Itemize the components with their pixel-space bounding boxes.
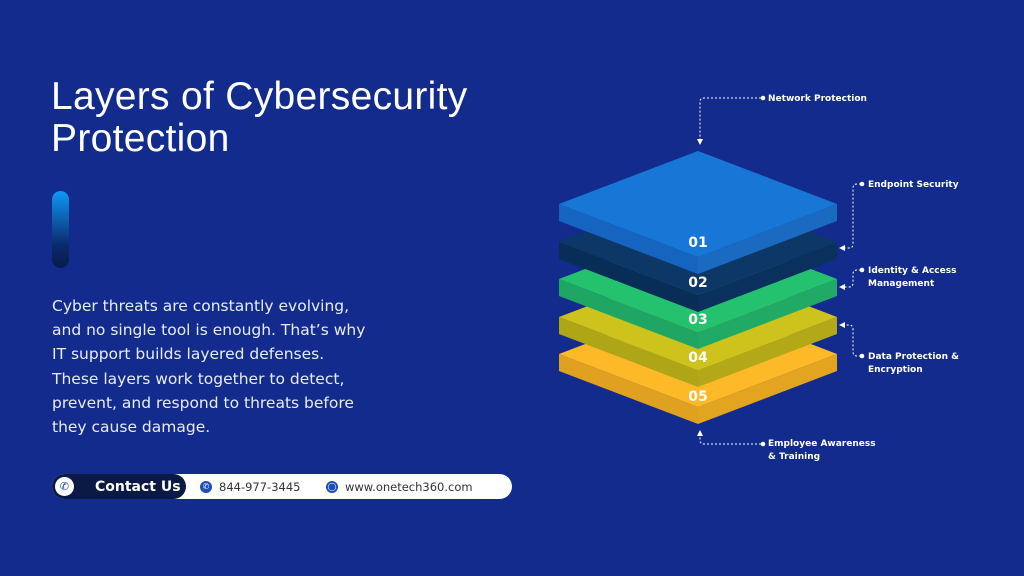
phone-icon: ✆ [200,480,212,493]
layer-number: 03 [688,312,707,328]
layer-number: 01 [688,235,707,251]
description-line: IT support builds layered defenses. [52,345,325,364]
contact-bar: ✆ Contact Us ✆ 844-977-3445 ◯ www.onetec… [52,474,512,499]
contact-us-label: Contact Us [95,478,181,495]
label-data-protection: Data Protection & [868,352,959,362]
connector-endpoint [839,183,861,251]
contact-us-button[interactable]: ✆ Contact Us [52,474,186,499]
description-line: Cyber threats are constantly evolving, [52,297,350,315]
label-employee-awareness-2: & Training [768,452,820,462]
layer-right-face [698,354,837,424]
title-line-2: Protection [51,117,230,160]
label-data-protection-2: Encryption [868,365,923,375]
globe-icon: ◯ [326,480,338,493]
connector-employee [697,430,761,445]
accent-bar [52,191,69,268]
phone-icon: ✆ [55,477,74,496]
description-line: prevent, and respond to threats before [52,393,354,412]
phone-link[interactable]: ✆ 844-977-3445 [200,474,300,499]
layer-left-face [559,354,698,424]
layer-left-face [559,317,698,387]
label-identity-access-2: Management [868,279,935,289]
label-network-protection: Network Protection [768,94,867,104]
layer-number: 04 [688,350,708,366]
layer-right-face [698,242,837,312]
layer-left-face [559,242,698,312]
layer-left-face [559,204,698,274]
label-endpoint-security: Endpoint Security [868,180,959,190]
phone-number: 844-977-3445 [219,479,301,494]
label-employee-awareness: Employee Awareness [768,439,876,449]
website-url: www.onetech360.com [345,479,473,494]
label-identity-access: Identity & Access [868,266,956,276]
description-line: These layers work together to detect, [52,369,345,388]
title-line-1: Layers of Cybersecurity [51,75,468,118]
connector-identity [839,269,861,290]
website-link[interactable]: ◯ www.onetech360.com [326,474,473,499]
description: Cyber threats are constantly evolving, a… [52,294,365,439]
layer-left-face [559,279,698,349]
description-line: they cause damage. [52,418,211,437]
layer-right-face [698,279,837,349]
layer-number: 05 [688,389,707,405]
layer-right-face [698,204,837,274]
layer-right-face [698,317,837,387]
layer-number: 02 [688,275,707,291]
connector-data [839,322,861,357]
page-title: Layers of Cybersecurity Protection [51,76,468,160]
connector-network [697,97,761,145]
layer-top-face [559,151,837,257]
description-line: and no single tool is enough. That’s why [52,321,366,340]
layer-01: 01 [559,151,837,274]
